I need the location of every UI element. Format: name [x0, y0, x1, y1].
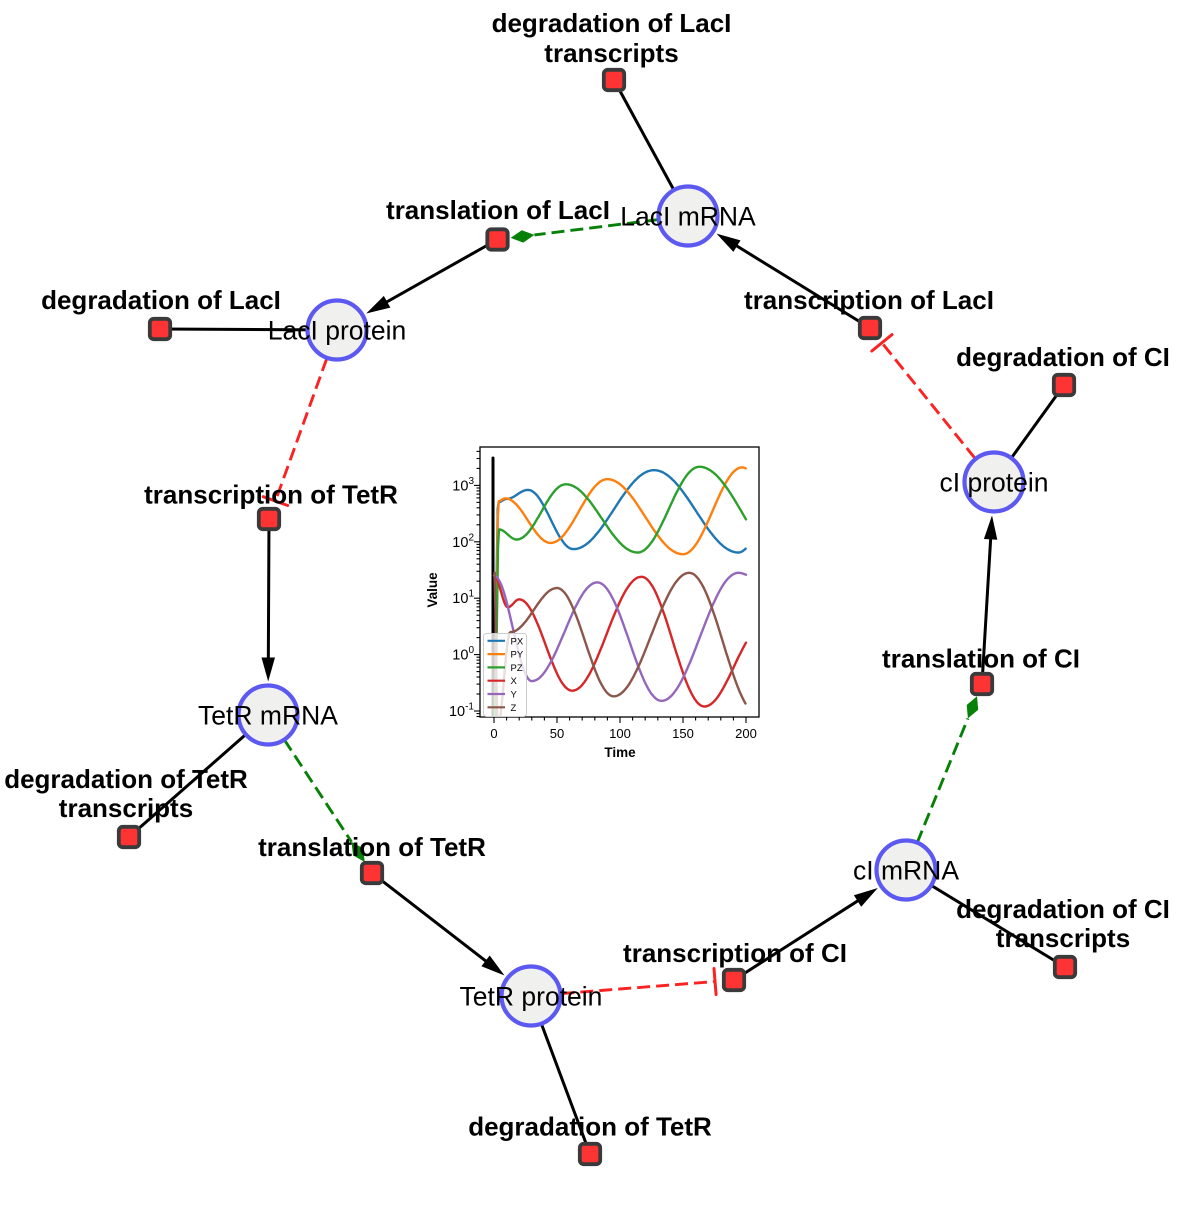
svg-text:LacI mRNA: LacI mRNA: [620, 202, 756, 232]
svg-text:TetR mRNA: TetR mRNA: [198, 701, 338, 731]
svg-text:degradation of TetR: degradation of TetR: [4, 764, 248, 794]
svg-text:50: 50: [550, 726, 564, 741]
svg-text:PX: PX: [511, 636, 524, 647]
svg-text:translation of TetR: translation of TetR: [258, 832, 486, 862]
svg-text:transcripts: transcripts: [544, 38, 678, 68]
svg-text:translation of CI: translation of CI: [882, 644, 1080, 674]
svg-text:10-1: 10-1: [449, 702, 474, 721]
svg-text:transcription of CI: transcription of CI: [623, 938, 847, 968]
svg-text:transcription of TetR: transcription of TetR: [144, 480, 398, 510]
svg-text:degradation of TetR: degradation of TetR: [468, 1112, 712, 1142]
svg-text:Time: Time: [604, 745, 636, 760]
svg-text:Y: Y: [511, 690, 518, 701]
svg-text:0: 0: [490, 726, 497, 741]
svg-text:101: 101: [452, 589, 474, 608]
svg-text:PZ: PZ: [511, 663, 523, 674]
svg-text:degradation of LacI: degradation of LacI: [41, 285, 281, 315]
svg-text:PY: PY: [511, 650, 524, 661]
svg-text:X: X: [511, 676, 518, 687]
svg-text:Value: Value: [425, 572, 440, 608]
svg-text:200: 200: [735, 726, 757, 741]
svg-text:cI protein: cI protein: [939, 468, 1048, 498]
svg-text:TetR protein: TetR protein: [460, 982, 603, 1012]
svg-text:transcripts: transcripts: [996, 923, 1130, 953]
svg-text:100: 100: [452, 645, 474, 664]
svg-text:100: 100: [609, 726, 631, 741]
svg-text:150: 150: [672, 726, 694, 741]
svg-text:degradation of CI: degradation of CI: [956, 894, 1170, 924]
svg-text:translation of LacI: translation of LacI: [386, 195, 610, 225]
svg-text:degradation of CI: degradation of CI: [956, 342, 1170, 372]
svg-text:degradation of LacI: degradation of LacI: [492, 8, 732, 38]
svg-text:LacI protein: LacI protein: [268, 316, 406, 346]
svg-text:transcription of LacI: transcription of LacI: [744, 285, 994, 315]
svg-text:103: 103: [452, 476, 474, 495]
svg-text:cI mRNA: cI mRNA: [853, 856, 959, 886]
svg-text:102: 102: [452, 532, 474, 551]
svg-text:transcripts: transcripts: [59, 793, 193, 823]
svg-text:Z: Z: [511, 703, 517, 714]
